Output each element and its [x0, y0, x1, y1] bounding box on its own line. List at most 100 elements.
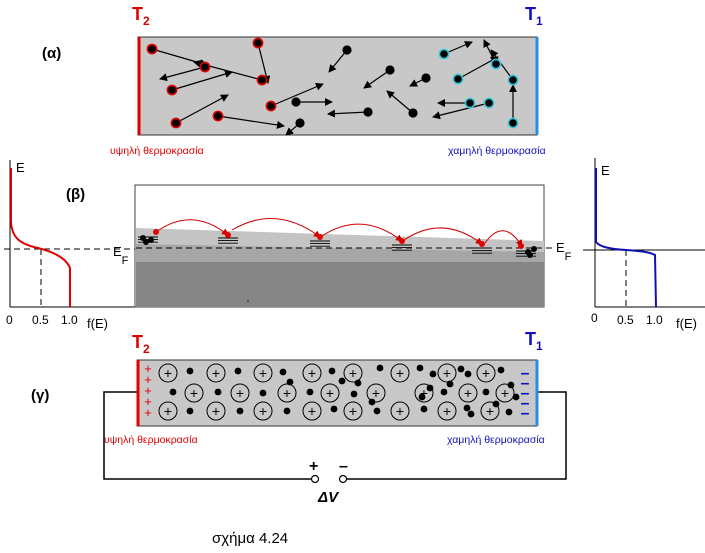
electron-velocity-arrows: [151, 39, 517, 136]
panel-b: (β) E 0 0.5 1.0 f(E) EF EF: [4, 158, 705, 331]
electron: [527, 252, 533, 258]
electron: [338, 377, 346, 385]
electron: [286, 378, 294, 386]
electron: [426, 384, 434, 392]
electron: [385, 65, 395, 75]
ion: [158, 363, 178, 383]
electron: [418, 393, 426, 401]
t1-label-a: T1: [525, 4, 543, 28]
electron: [265, 100, 277, 112]
ion-sign: +: [164, 403, 172, 419]
electron: [306, 388, 314, 396]
ion-sign: +: [486, 403, 494, 419]
ion: [437, 363, 457, 383]
electron: [146, 43, 158, 55]
cold-end-charge: –: [521, 365, 530, 382]
ion: [437, 401, 457, 421]
plus-terminal-label: +: [309, 458, 318, 475]
panel-c-label: (γ): [31, 387, 49, 404]
terminal-plus: [310, 474, 320, 484]
electron: [236, 407, 244, 415]
panel-b-label: (β): [66, 186, 85, 203]
ion-sign: +: [308, 365, 316, 381]
tick-05-left: 0.5: [32, 313, 49, 327]
ion: [184, 383, 204, 403]
electron: [259, 389, 267, 397]
hot-end-charge: +: [144, 383, 152, 398]
ion: [476, 363, 496, 383]
electron: [376, 364, 384, 372]
electron: [490, 58, 502, 70]
ion-sign: +: [396, 403, 404, 419]
energy-levels: [138, 236, 536, 257]
velocity-arrow: [270, 83, 324, 107]
velocity-arrow: [159, 66, 206, 82]
electron: [479, 241, 485, 247]
ion-sign: +: [283, 385, 291, 401]
ion: [495, 383, 515, 403]
fermi-graph-hot: E 0 0.5 1.0 f(E): [4, 160, 135, 331]
energy-axis-label-right: E: [601, 163, 610, 178]
ion-sign: +: [349, 403, 357, 419]
ion-sign: +: [326, 385, 334, 401]
positive-ions: + + + + + + + + + + + + + + + + + + + + + + + +: [158, 363, 515, 421]
terminal-minus: [338, 474, 348, 484]
electrons-b: [140, 229, 537, 302]
hot-caption-c: υψηλή θερμοκρασία: [104, 434, 198, 446]
ion-sign: +: [482, 365, 490, 381]
band-diagram: [134, 184, 552, 308]
electron: [169, 388, 177, 396]
x-axis-label-left: f(E): [87, 316, 108, 331]
electron: [429, 370, 437, 378]
t2-label-a: T2: [132, 4, 150, 28]
ion: [343, 363, 363, 383]
velocity-arrow: [328, 49, 348, 73]
electron: [166, 84, 178, 96]
electron: [148, 237, 154, 243]
electrons-a: [146, 37, 519, 129]
electron-hop-arrows: [155, 218, 523, 247]
velocity-arrow: [457, 56, 499, 80]
ion-sign: +: [164, 365, 172, 381]
ion: [230, 383, 250, 403]
external-circuit-wire: [103, 391, 567, 480]
velocity-arrow: [363, 69, 391, 89]
velocity-arrow: [217, 115, 285, 129]
velocity-arrow: [257, 42, 271, 84]
hot-end-charge: +: [144, 372, 152, 387]
hop-arrow: [155, 219, 229, 236]
ion-sign: +: [396, 365, 404, 381]
fermi-graph-cold: E 0 0.5 1.0 f(E): [583, 158, 705, 331]
electron: [368, 398, 376, 406]
electron: [330, 405, 338, 413]
negative-charge-buildup: –––––: [521, 365, 530, 422]
electron: [421, 73, 431, 83]
electron: [464, 370, 472, 378]
ion: [253, 363, 273, 383]
electron: [505, 408, 513, 416]
fermi-label-left: EF: [113, 244, 129, 267]
electron: [363, 107, 373, 117]
cold-end-charge: –: [521, 405, 530, 422]
hot-caption-a: υψηλή θερμοκρασία: [110, 145, 204, 157]
electron: [279, 368, 287, 376]
ion: [390, 401, 410, 421]
cold-caption-a: χαμηλή θερμοκρασία: [448, 145, 546, 157]
tick-1-right: 1.0: [646, 313, 663, 327]
hot-end-charge: +: [144, 394, 152, 409]
electron: [373, 407, 381, 415]
panel-a-label: (α): [42, 45, 61, 62]
electron: [464, 97, 476, 109]
ion-sign: +: [190, 385, 198, 401]
electron: [291, 97, 301, 107]
ion-sign: +: [501, 385, 509, 401]
hop-arrow: [403, 227, 483, 245]
velocity-arrow: [171, 70, 233, 91]
figure-caption: σχήμα 4.24: [212, 530, 288, 547]
fermi-label-right: EF: [556, 240, 572, 263]
t1-label-c: T1: [525, 329, 543, 353]
t2-label-c: T2: [132, 332, 150, 356]
tick-0-right: 0: [591, 311, 598, 325]
electron: [212, 110, 224, 122]
